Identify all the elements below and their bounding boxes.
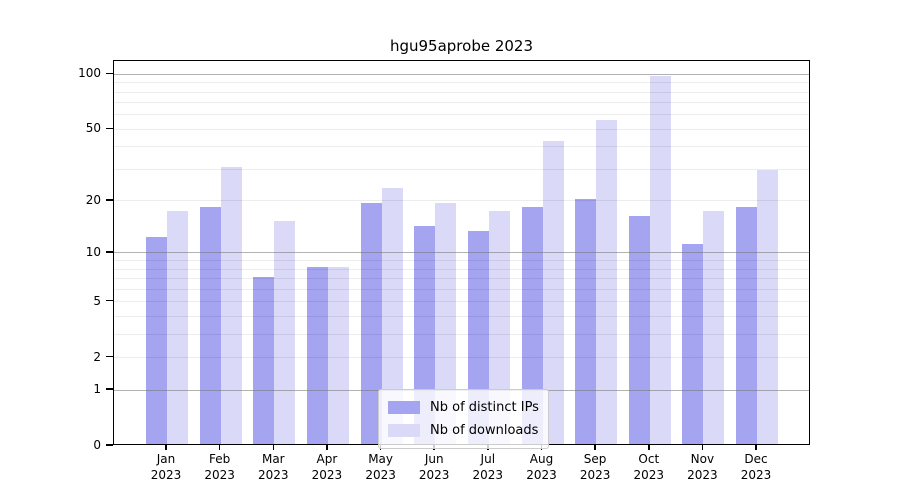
x-tick-label-feb: Feb 2023 [204, 452, 235, 482]
y-tick-0 [106, 444, 113, 446]
bar-downloads-sep [596, 119, 618, 444]
gridline-minor-50 [114, 128, 809, 130]
bar-downloads-jun [435, 202, 457, 444]
bar-downloads-nov [703, 211, 725, 444]
legend-swatch-distinct-ips [388, 401, 420, 414]
plot-area: Nb of distinct IPs Nb of downloads [113, 60, 810, 449]
bar-downloads-apr [327, 267, 349, 444]
x-tick-label-dec: Dec 2023 [740, 452, 772, 482]
bar-downloads-aug [542, 141, 564, 444]
bar-downloads-mar [274, 220, 296, 444]
bar-distinct-ips-dec [736, 206, 757, 444]
bar-downloads-jan [167, 211, 188, 444]
bar-distinct-ips-sep [575, 198, 597, 444]
gridline-minor-30 [114, 168, 809, 170]
bar-distinct-ips-apr [306, 267, 328, 444]
x-tick-dec [755, 445, 757, 450]
y-tick-label-50: 50 [85, 121, 101, 136]
bar-distinct-ips-jan [146, 237, 167, 444]
legend-entry-downloads: Nb of downloads [388, 419, 539, 442]
gridline-major-100 [114, 73, 809, 75]
x-tick-label-jul: Jul 2023 [472, 452, 504, 482]
x-tick-jan [165, 445, 167, 450]
x-tick-label-sep: Sep 2023 [579, 452, 611, 482]
y-tick-1 [106, 388, 113, 390]
gridline-minor-70 [114, 102, 809, 104]
bar-downloads-dec [757, 170, 778, 444]
x-tick-feb [218, 445, 221, 450]
y-tick-50 [106, 127, 113, 129]
bar-downloads-feb [220, 167, 242, 444]
x-tick-label-jun: Jun 2023 [418, 452, 450, 482]
x-tick-nov [701, 445, 704, 450]
bar-distinct-ips-feb [199, 206, 221, 444]
gridline-minor-40 [114, 146, 809, 148]
x-tick-sep [594, 445, 596, 450]
y-tick-label-2: 2 [93, 349, 101, 364]
x-tick-label-may: May 2023 [365, 452, 396, 482]
y-tick-20 [106, 199, 113, 201]
bar-downloads-oct [649, 76, 671, 444]
bar-distinct-ips-mar [253, 276, 275, 444]
bar-distinct-ips-may [360, 202, 382, 444]
x-tick-label-aug: Aug 2023 [526, 452, 557, 482]
y-tick-2 [106, 355, 113, 358]
x-tick-label-nov: Nov 2023 [687, 452, 718, 482]
x-tick-label-mar: Mar 2023 [258, 452, 289, 482]
bar-downloads-jul [488, 211, 510, 444]
gridline-minor-20 [114, 200, 809, 202]
y-tick-label-100: 100 [78, 66, 101, 81]
x-tick-label-jan: Jan 2023 [150, 452, 182, 482]
legend-entry-distinct-ips: Nb of distinct IPs [388, 396, 539, 419]
y-tick-label-0: 0 [93, 438, 101, 452]
x-tick-mar [272, 445, 274, 450]
legend-swatch-downloads [388, 424, 420, 437]
bar-distinct-ips-oct [628, 215, 650, 444]
x-tick-apr [326, 445, 328, 450]
legend: Nb of distinct IPs Nb of downloads [378, 389, 549, 449]
y-tick-label-1: 1 [93, 382, 101, 397]
y-tick-5 [106, 299, 113, 302]
y-tick-label-20: 20 [85, 192, 101, 207]
y-tick-label-10: 10 [85, 244, 101, 259]
gridline-minor-90 [114, 82, 809, 84]
y-tick-100 [106, 72, 113, 74]
x-tick-label-oct: Oct 2023 [633, 452, 665, 482]
chart-title: hgu95aprobe 2023 [389, 37, 534, 55]
bar-distinct-ips-nov [682, 243, 704, 444]
legend-label-downloads: Nb of downloads [430, 423, 539, 438]
bar-distinct-ips-aug [521, 206, 543, 444]
legend-label-distinct-ips: Nb of distinct IPs [430, 400, 539, 415]
y-tick-10 [106, 251, 113, 253]
bar-downloads-may [381, 188, 403, 444]
x-tick-oct [648, 445, 650, 450]
x-tick-label-apr: Apr 2023 [311, 452, 343, 482]
gridline-minor-60 [114, 114, 809, 116]
gridline-minor-80 [114, 91, 809, 93]
y-tick-label-5: 5 [93, 293, 101, 308]
